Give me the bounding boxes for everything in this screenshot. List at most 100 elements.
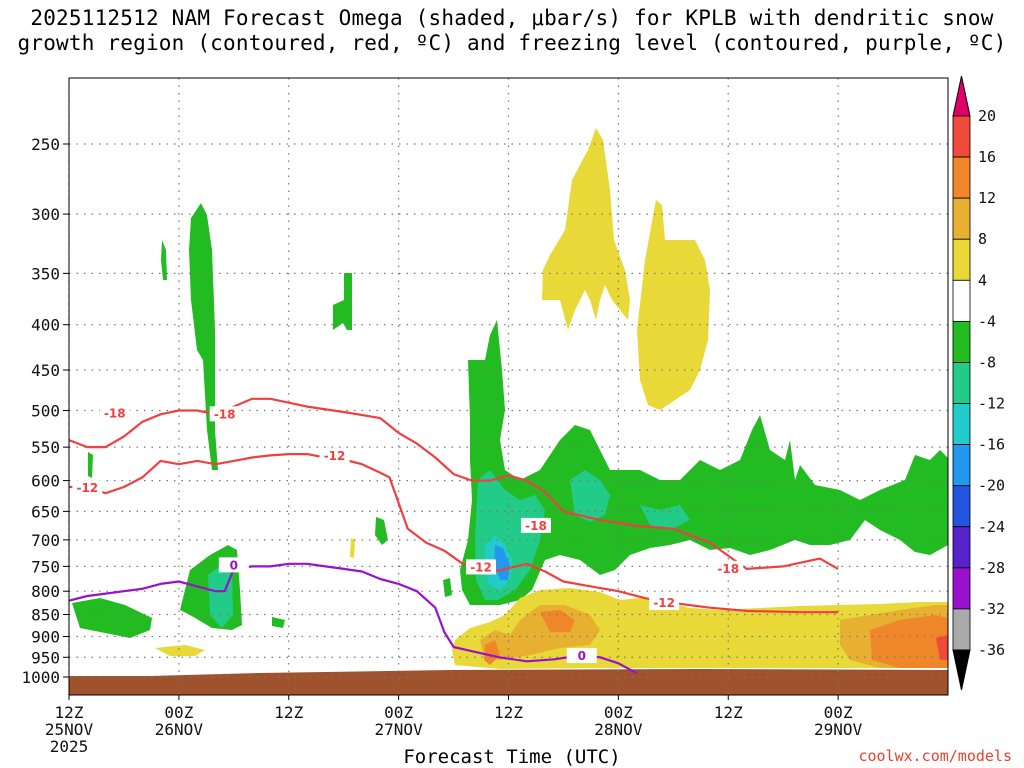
contour-label: -18 <box>104 407 126 421</box>
x-tick-label: 12Z <box>494 703 523 722</box>
colorbar-label: 8 <box>978 230 987 248</box>
omega-green-area <box>375 517 388 545</box>
omega-green-area <box>443 578 452 597</box>
colorbar-swatch <box>952 567 971 610</box>
omega-orange-area <box>870 615 948 668</box>
y-tick-label: 450 <box>31 361 60 380</box>
omega-yellow-area <box>350 538 355 558</box>
contour-label-bg <box>649 595 680 611</box>
contour-label-bg <box>319 448 350 464</box>
contour-label: -12 <box>324 449 346 463</box>
y-tick-label: 1000 <box>21 668 60 687</box>
y-tick-label: 350 <box>31 264 60 283</box>
x-axis-title: Forecast Time (UTC) <box>403 746 621 768</box>
x-tick-label: 00Z <box>604 703 633 722</box>
dgz-top-contour <box>68 397 839 571</box>
omega-green-area <box>333 273 352 330</box>
chart-title-line2: growth region (contoured, red, ºC) and f… <box>17 31 1007 55</box>
colorbar-swatch <box>952 362 971 404</box>
contour-label: -12 <box>470 560 492 574</box>
x-tick-label: 12Z <box>274 703 303 722</box>
y-axis: 250 300 350 400 450 500 550 600 650 700 750 800 850 9… <box>21 135 69 687</box>
y-tick-label: 950 <box>31 648 60 667</box>
omega-green-area <box>88 452 93 478</box>
colorbar-swatch <box>952 197 971 240</box>
colorbar-label: 12 <box>978 189 996 207</box>
colorbar-label: -28 <box>978 559 1005 577</box>
omega-green-area <box>460 320 948 605</box>
colorbar-label: -16 <box>978 436 1005 454</box>
colorbar-label: 16 <box>978 148 996 166</box>
contour-label-bg <box>713 560 744 576</box>
contour-label-bg <box>566 648 597 664</box>
colorbar-label: -36 <box>978 641 1005 659</box>
colorbar-bottom-arrow <box>952 649 971 691</box>
x-tick-label: 27NOV <box>375 720 424 739</box>
colorbar-label: -4 <box>978 312 996 330</box>
omega-green-area <box>272 617 285 628</box>
x-tick-label: 00Z <box>824 703 853 722</box>
x-tick-label: 00Z <box>164 703 193 722</box>
omega-yellow-area <box>637 200 710 410</box>
chart-title-line1: 2025112512 NAM Forecast Omega (shaded, μ… <box>30 6 994 30</box>
x-tick-label: 28NOV <box>594 720 643 739</box>
watermark: coolwx.com/models <box>858 747 1012 765</box>
x-tick-label: 25NOV <box>45 720 94 739</box>
colorbar-top-arrow <box>952 75 971 117</box>
x-tick-label: 00Z <box>384 703 413 722</box>
contour-label-bg <box>72 480 103 496</box>
x-tick-label: 29NOV <box>814 720 863 739</box>
colorbar-swatch <box>952 115 971 158</box>
colorbar-swatch <box>952 279 971 322</box>
omega-green-area <box>161 240 167 280</box>
omega-orange-area <box>540 610 575 632</box>
omega-green-area <box>189 203 218 470</box>
contour-label: 0 <box>230 558 238 572</box>
y-tick-label: 650 <box>31 502 60 521</box>
y-tick-label: 500 <box>31 402 60 421</box>
x-tick-label: 2025 <box>50 737 89 756</box>
colorbar-label: -8 <box>978 353 996 371</box>
y-tick-label: 400 <box>31 316 60 335</box>
colorbar: 20 16 12 8 4 -4 -8 -12 -16 -20 -24 -28 -32 -36 <box>952 75 1005 691</box>
contour-label: -12 <box>653 596 675 610</box>
freezing-level-contour <box>68 562 638 675</box>
y-tick-label: 750 <box>31 557 60 576</box>
x-tick-label: 12Z <box>55 703 84 722</box>
y-tick-label: 600 <box>31 472 60 491</box>
y-tick-label: 850 <box>31 606 60 625</box>
colorbar-swatch <box>952 238 971 281</box>
colorbar-swatch <box>952 485 971 528</box>
contour-label: 0 <box>578 649 586 663</box>
colorbar-label: 20 <box>978 107 996 125</box>
y-tick-label: 700 <box>31 531 60 550</box>
omega-teal-area <box>570 470 610 522</box>
colorbar-swatch <box>952 526 971 569</box>
omega-yellow-area <box>155 645 205 656</box>
colorbar-label: 4 <box>978 271 987 289</box>
omega-yellow-area <box>542 128 630 330</box>
y-tick-label: 250 <box>31 135 60 154</box>
y-tick-label: 300 <box>31 205 60 224</box>
omega-orange-area <box>484 640 500 665</box>
colorbar-swatch <box>952 403 971 446</box>
contour-label: -12 <box>76 481 98 495</box>
colorbar-swatch <box>952 444 971 487</box>
contour-label-bg <box>520 517 551 533</box>
colorbar-label: -12 <box>978 395 1005 413</box>
y-tick-label: 800 <box>31 582 60 601</box>
ground-terrain <box>69 669 948 695</box>
contour-label: -18 <box>717 562 739 576</box>
colorbar-label: -24 <box>978 518 1005 536</box>
contour-label-bg <box>99 405 130 421</box>
contour-lines: -18 -18 -18 -18 -12 -12 -12 -12 0 0 <box>68 397 839 675</box>
contour-label: -18 <box>214 407 236 421</box>
omega-red-area <box>936 635 948 660</box>
contour-label-bg <box>209 406 240 422</box>
colorbar-swatch <box>952 608 971 651</box>
contour-label-bg <box>218 557 249 573</box>
contour-label: -18 <box>525 519 547 533</box>
omega-green-area <box>72 598 152 638</box>
